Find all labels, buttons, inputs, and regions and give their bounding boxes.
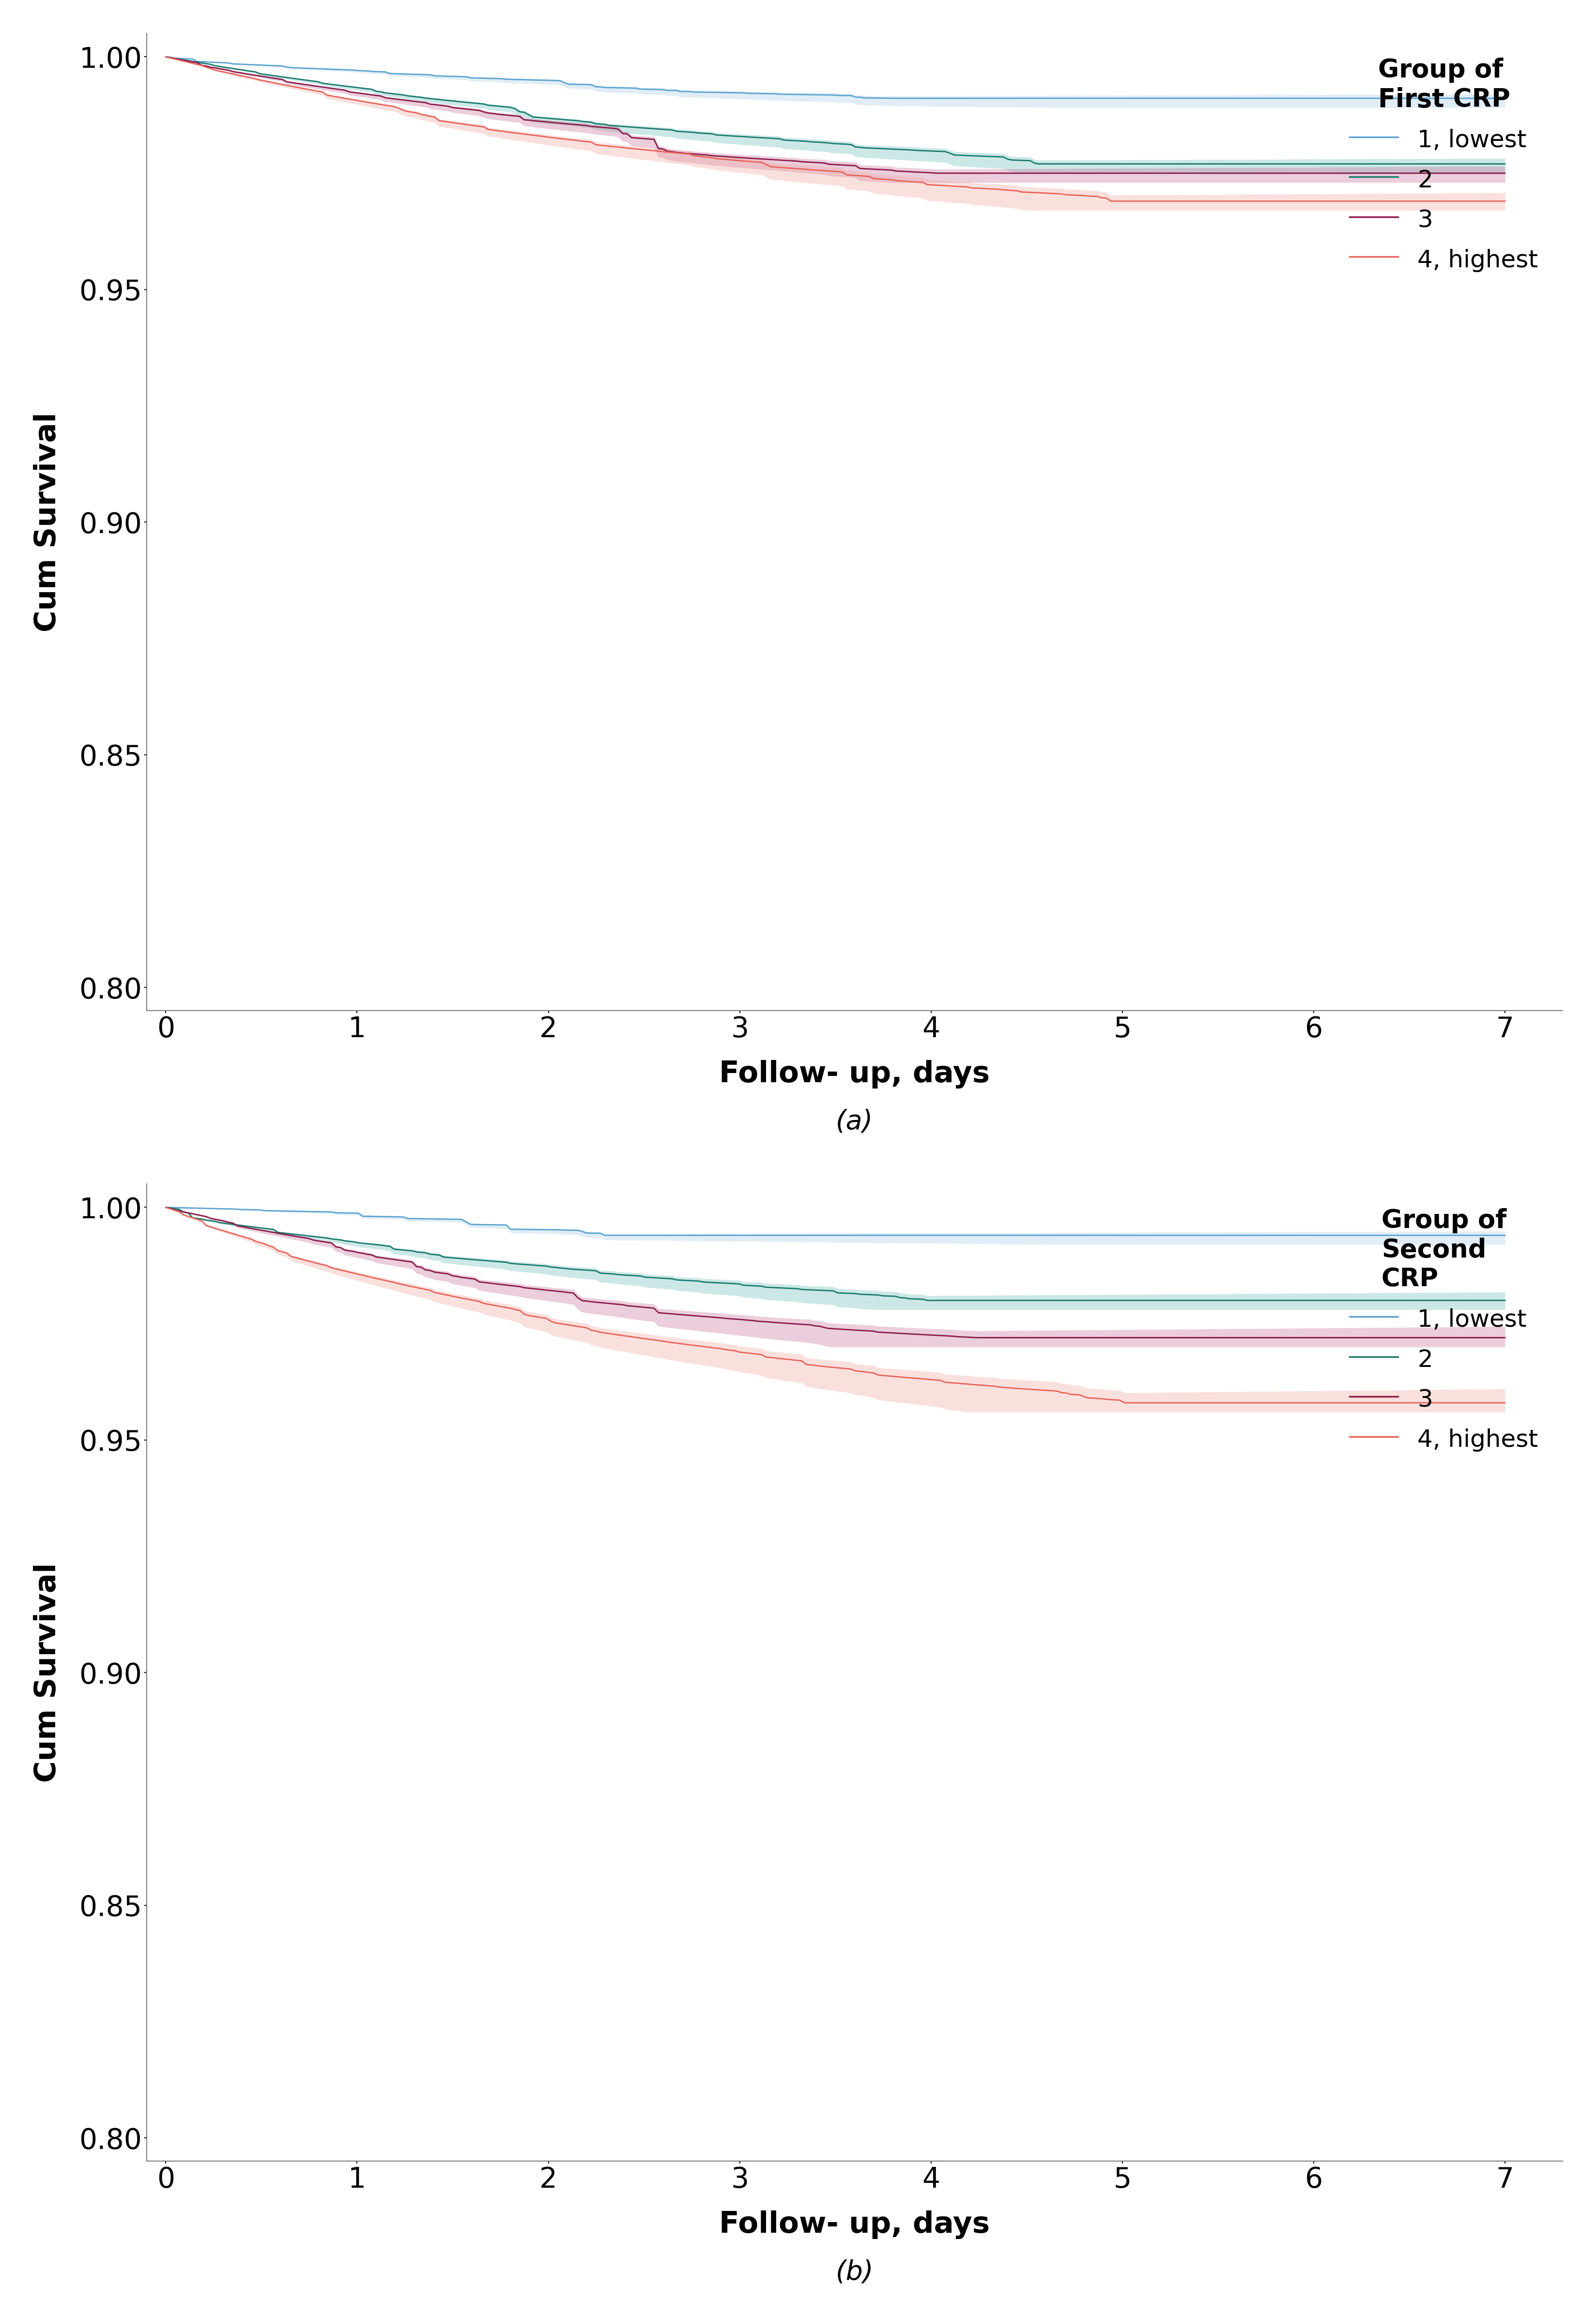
Text: (b): (b): [836, 2260, 873, 2285]
X-axis label: Follow- up, days: Follow- up, days: [720, 1061, 990, 1088]
X-axis label: Follow- up, days: Follow- up, days: [720, 2211, 990, 2239]
Y-axis label: Cum Survival: Cum Survival: [34, 412, 62, 633]
Legend: 1, lowest, 2, 3, 4, highest: 1, lowest, 2, 3, 4, highest: [1337, 46, 1550, 283]
Legend: 1, lowest, 2, 3, 4, highest: 1, lowest, 2, 3, 4, highest: [1337, 1197, 1550, 1463]
Y-axis label: Cum Survival: Cum Survival: [34, 1562, 62, 1783]
Text: (a): (a): [836, 1109, 873, 1134]
